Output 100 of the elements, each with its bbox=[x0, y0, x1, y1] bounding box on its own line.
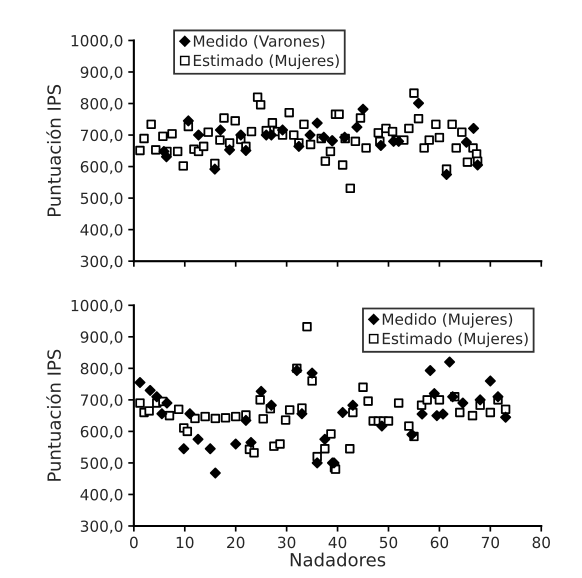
point bbox=[209, 164, 220, 175]
point bbox=[337, 406, 348, 418]
point bbox=[182, 115, 194, 126]
y-axis-title: Puntuación IPS bbox=[46, 350, 61, 481]
point bbox=[347, 400, 358, 411]
point bbox=[363, 396, 373, 406]
point bbox=[457, 398, 468, 409]
point bbox=[351, 122, 362, 133]
y-axis-title: Puntuación IPS bbox=[46, 84, 61, 216]
point bbox=[210, 468, 221, 479]
y-tick-label: 900,0 bbox=[80, 331, 122, 344]
point bbox=[161, 398, 172, 409]
y-tick-label: 800,0 bbox=[80, 98, 122, 112]
point bbox=[240, 144, 252, 156]
point bbox=[134, 377, 146, 388]
point bbox=[293, 140, 304, 152]
y-tick-label: 300,0 bbox=[80, 520, 122, 534]
x-tick-label: 40 bbox=[328, 536, 346, 548]
point bbox=[306, 368, 318, 379]
y-tick-label: 1000,0 bbox=[72, 34, 122, 48]
y-tick-label: 400,0 bbox=[80, 224, 122, 238]
point bbox=[193, 130, 204, 141]
point bbox=[291, 365, 302, 376]
point bbox=[174, 404, 184, 414]
point bbox=[474, 394, 486, 406]
point bbox=[296, 408, 308, 420]
point bbox=[220, 413, 230, 423]
point bbox=[210, 414, 220, 424]
point bbox=[214, 124, 226, 136]
point bbox=[394, 398, 404, 408]
point bbox=[358, 382, 368, 392]
point bbox=[192, 434, 204, 445]
point bbox=[256, 386, 267, 397]
point bbox=[266, 400, 277, 411]
point bbox=[255, 395, 265, 405]
y-tick-label: 600,0 bbox=[80, 161, 122, 174]
point bbox=[500, 412, 512, 423]
x-tick-label: 80 bbox=[532, 536, 550, 548]
point bbox=[320, 444, 330, 454]
point bbox=[204, 443, 216, 454]
point bbox=[428, 388, 440, 400]
point bbox=[302, 322, 312, 332]
point bbox=[413, 98, 424, 109]
point bbox=[416, 408, 428, 420]
point bbox=[447, 391, 458, 402]
x-tick-label: 30 bbox=[278, 536, 296, 548]
point bbox=[284, 405, 294, 415]
point bbox=[326, 429, 336, 439]
y-tick-label: 600,0 bbox=[80, 426, 122, 439]
point bbox=[240, 414, 252, 426]
point bbox=[178, 443, 190, 454]
point bbox=[472, 159, 484, 171]
point bbox=[245, 436, 256, 448]
point bbox=[258, 414, 268, 424]
point bbox=[375, 140, 386, 151]
y-tick-label: 500,0 bbox=[80, 457, 122, 471]
point bbox=[307, 376, 317, 386]
point bbox=[224, 144, 236, 156]
x-tick-label: 20 bbox=[227, 536, 244, 548]
point bbox=[484, 375, 496, 386]
x-tick-label: 70 bbox=[482, 536, 500, 548]
point bbox=[182, 426, 192, 436]
x-tick-label: 10 bbox=[176, 536, 194, 548]
point bbox=[277, 124, 288, 136]
point bbox=[460, 136, 472, 148]
point bbox=[500, 404, 510, 414]
y-tick-label: 1000,0 bbox=[72, 300, 122, 313]
y-tick-label: 800,0 bbox=[80, 362, 122, 376]
point bbox=[200, 412, 210, 422]
point bbox=[406, 429, 418, 440]
point bbox=[486, 408, 496, 418]
x-axis-title: Nadadores bbox=[290, 552, 386, 567]
y-tick-label: 300,0 bbox=[80, 256, 122, 269]
point bbox=[345, 444, 354, 454]
point bbox=[144, 384, 156, 396]
y-tick-label: 900,0 bbox=[80, 66, 122, 80]
point bbox=[358, 104, 369, 115]
point bbox=[468, 122, 480, 134]
point bbox=[235, 130, 246, 141]
point bbox=[444, 356, 456, 368]
point bbox=[164, 410, 174, 420]
point bbox=[184, 408, 196, 420]
point bbox=[376, 420, 388, 432]
point bbox=[312, 118, 323, 129]
point bbox=[455, 408, 464, 418]
point bbox=[312, 457, 323, 468]
point bbox=[434, 395, 444, 405]
legend-label: Medido (Varones) bbox=[194, 35, 324, 49]
legend-label: Medido (Mujeres) bbox=[382, 313, 512, 328]
point bbox=[304, 130, 316, 141]
x-tick-label: 0 bbox=[130, 536, 138, 548]
point bbox=[160, 151, 172, 162]
y-tick-label: 700,0 bbox=[80, 394, 122, 408]
legend-label: Estimado (Mujeres) bbox=[382, 332, 528, 348]
point bbox=[319, 434, 330, 445]
point bbox=[135, 398, 145, 408]
point bbox=[151, 391, 162, 402]
y-tick-label: 700,0 bbox=[80, 130, 122, 143]
point bbox=[280, 415, 290, 425]
point bbox=[441, 168, 452, 180]
